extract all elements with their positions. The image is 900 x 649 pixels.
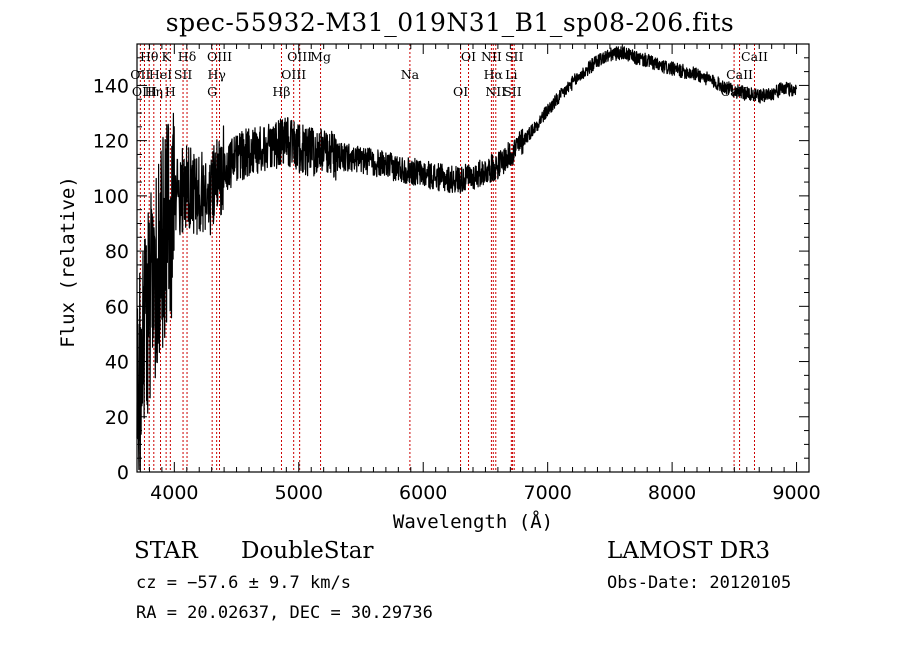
object-class: STAR xyxy=(134,538,198,564)
line-label: HeI xyxy=(149,67,172,82)
line-label: H xyxy=(165,84,176,99)
line-label: OIII xyxy=(287,49,312,64)
line-label: G xyxy=(207,84,217,99)
y-tick-label: 0 xyxy=(117,462,129,484)
line-label: Li xyxy=(505,67,517,82)
line-labels: Hθ OII OIII K HeI Hη Hδ SII H OIII Hγ G OIII OIII Hβ Mg… xyxy=(130,49,768,99)
line-label: SII xyxy=(505,49,524,64)
line-label: Hη xyxy=(145,84,163,99)
y-axis-label: Flux (relative) xyxy=(57,176,79,348)
line-label: OIII xyxy=(132,84,157,99)
line-label: CaII xyxy=(741,49,768,64)
x-tick-label: 5000 xyxy=(275,482,323,504)
line-label: Hγ xyxy=(207,67,225,82)
line-label: CaII xyxy=(726,67,753,82)
line-label: Hβ xyxy=(272,84,290,99)
line-label: K xyxy=(161,49,171,64)
line-label: OI xyxy=(461,49,476,64)
line-markers xyxy=(139,44,755,472)
y-tick-label: 120 xyxy=(93,131,129,153)
line-label: CaII xyxy=(721,84,748,99)
line-label: OIII xyxy=(207,49,232,64)
line-label: NII xyxy=(485,84,506,99)
plot-frame xyxy=(136,43,810,473)
x-axis-label: Wavelength (Å) xyxy=(392,511,554,533)
chart-title: spec-55932-M31_019N31_B1_sp08-206.fits xyxy=(165,8,735,37)
line-label: Hδ xyxy=(178,49,196,64)
survey-name: LAMOST DR3 xyxy=(607,538,771,564)
y-tick-label: 40 xyxy=(105,352,129,374)
x-tick-label: 9000 xyxy=(772,482,820,504)
line-label: Na xyxy=(401,67,420,82)
y-tick-label: 140 xyxy=(93,75,129,97)
line-label: Hα xyxy=(484,67,504,82)
x-tick-label: 6000 xyxy=(399,482,447,504)
line-label: OII xyxy=(130,67,150,82)
y-tick-label: 20 xyxy=(105,407,129,429)
line-label: OIII xyxy=(281,67,306,82)
spectrum-series xyxy=(136,46,798,472)
ra-dec-coordinates: RA = 20.02637, DEC = 30.29736 xyxy=(136,603,433,623)
line-label: SII xyxy=(503,84,522,99)
line-label: SII xyxy=(174,67,193,82)
line-label: Mg xyxy=(310,49,331,64)
x-tick-label: 8000 xyxy=(648,482,696,504)
x-tick-label: 4000 xyxy=(150,482,198,504)
spectrum-line xyxy=(136,46,798,472)
line-label: Hθ xyxy=(140,49,158,64)
y-tick-label: 100 xyxy=(93,186,129,208)
axes: 4000 5000 6000 7000 8000 9000 0 20 40 60 80 100 120 1… xyxy=(93,43,821,504)
observation-date: Obs-Date: 20120105 xyxy=(607,573,792,593)
line-label: NII xyxy=(481,49,502,64)
y-tick-label: 60 xyxy=(105,296,129,318)
y-tick-label: 80 xyxy=(105,241,129,263)
object-subclass: DoubleStar xyxy=(241,538,374,564)
redshift-velocity: cz = −57.6 ± 9.7 km/s xyxy=(136,573,351,593)
x-tick-label: 7000 xyxy=(523,482,571,504)
line-label: OI xyxy=(453,84,468,99)
